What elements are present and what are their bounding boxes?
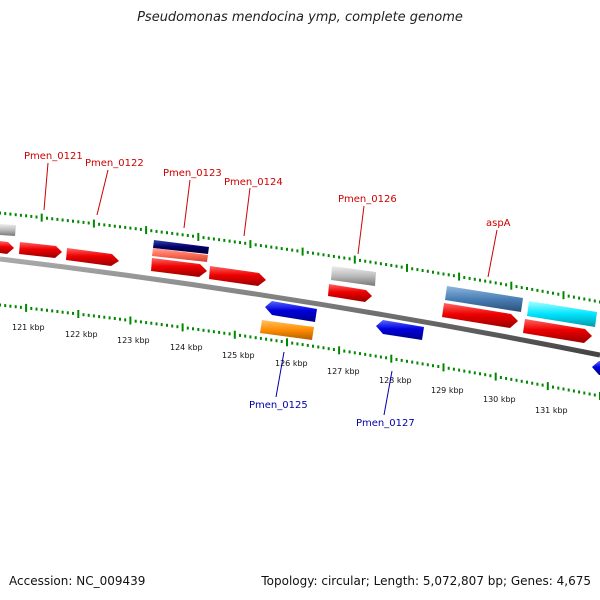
gene-aspa[interactable]: [442, 303, 518, 328]
kbp-labels: 121 kbp 122 kbp 123 kbp 124 kbp 125 kbp …: [12, 323, 568, 415]
kbp-label-124: 124 kbp: [170, 343, 203, 352]
forward-strand-features: [0, 224, 597, 343]
gene-pmen-0123-navy[interactable]: [153, 240, 209, 254]
kbp-label-131: 131 kbp: [535, 406, 568, 415]
leader-pmen-0125: [275, 351, 285, 398]
map-title: Pseudomonas mendocina ymp, complete geno…: [137, 10, 463, 25]
genome-summary-text: Topology: circular; Length: 5,072,807 bp…: [261, 574, 591, 588]
kbp-label-127: 127 kbp: [327, 367, 360, 376]
label-aspa[interactable]: aspA: [486, 218, 511, 229]
gene-pmen-0127[interactable]: [376, 320, 424, 340]
gene-labels: Pmen_0121 Pmen_0122 Pmen_0123 Pmen_0124 …: [24, 151, 511, 429]
gene-pmen-0122[interactable]: [66, 248, 119, 266]
label-pmen-0125[interactable]: Pmen_0125: [249, 400, 308, 411]
kbp-label-125: 125 kbp: [222, 351, 255, 360]
label-pmen-0126[interactable]: Pmen_0126: [338, 194, 397, 205]
kbp-label-126: 126 kbp: [275, 359, 308, 368]
label-pmen-0123[interactable]: Pmen_0123: [163, 168, 222, 179]
gene-pmen-0121[interactable]: [19, 242, 62, 258]
inner-tick-row: [0, 303, 600, 400]
leader-pmen-0123: [183, 179, 191, 229]
label-pmen-0121[interactable]: Pmen_0121: [24, 151, 83, 162]
reverse-strand-features: [260, 301, 600, 375]
gene-red-left-edge[interactable]: [0, 241, 14, 254]
leader-aspa: [487, 229, 498, 278]
gene-pmen-0125-blue[interactable]: [265, 301, 317, 322]
gene-red-right-edge[interactable]: [523, 319, 592, 343]
leader-pmen-0121: [43, 162, 49, 211]
gene-aspa-steel[interactable]: [445, 286, 523, 312]
gene-pmen-0125[interactable]: [260, 320, 314, 340]
gene-pmen-0123[interactable]: [151, 258, 207, 277]
kbp-label-128: 128 kbp: [379, 376, 412, 385]
gene-gray-left-edge[interactable]: [0, 224, 16, 236]
kbp-label-121: 121 kbp: [12, 323, 45, 332]
leader-pmen-0124: [243, 187, 251, 237]
gene-blue-right-edge[interactable]: [592, 361, 600, 375]
kbp-label-123: 123 kbp: [117, 336, 150, 345]
gene-pmen-0126-gray[interactable]: [331, 266, 376, 286]
gene-cyan-feature[interactable]: [527, 301, 597, 327]
label-leader-lines: [43, 162, 498, 416]
leader-pmen-0127: [383, 370, 393, 416]
gene-pmen-0124[interactable]: [209, 266, 266, 286]
kbp-label-129: 129 kbp: [431, 386, 464, 395]
label-pmen-0122[interactable]: Pmen_0122: [85, 158, 144, 169]
gene-pmen-0126[interactable]: [328, 284, 372, 302]
label-pmen-0124[interactable]: Pmen_0124: [224, 177, 283, 188]
genome-backbone: [0, 256, 600, 358]
outer-tick-row: [0, 211, 600, 304]
kbp-label-130: 130 kbp: [483, 395, 516, 404]
leader-pmen-0126: [357, 205, 365, 255]
leader-pmen-0122: [96, 169, 109, 216]
label-pmen-0127[interactable]: Pmen_0127: [356, 418, 415, 429]
kbp-label-122: 122 kbp: [65, 330, 98, 339]
accession-text: Accession: NC_009439: [9, 574, 146, 588]
gene-pmen-0123-salmon[interactable]: [152, 248, 208, 262]
